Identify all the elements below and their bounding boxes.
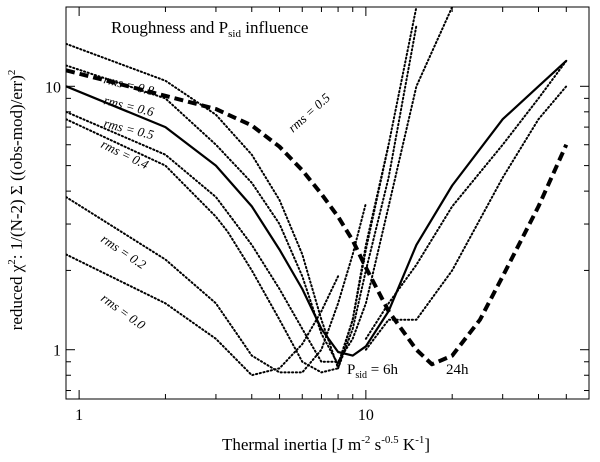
y-axis-label: reduced χ2: 1/(N-2) Σ ((obs-mod)/err)2 bbox=[6, 70, 26, 331]
series-line-hi2 bbox=[364, 59, 568, 340]
series-group bbox=[66, 7, 569, 377]
series-line-hi1 bbox=[364, 85, 568, 351]
series-line-rms00 bbox=[66, 253, 340, 377]
series-line-rms02 bbox=[66, 196, 367, 374]
y-tick-label: 10 bbox=[45, 79, 61, 96]
series-line-p24 bbox=[66, 68, 569, 367]
x-tick-label: 10 bbox=[358, 407, 374, 424]
chart-title: Roughness and Psid influence bbox=[111, 18, 308, 40]
annotation-24h: 24h bbox=[446, 362, 469, 378]
series-line-rms05 bbox=[66, 59, 568, 357]
series-line-rms05b bbox=[66, 7, 454, 363]
annotation-psid-6h: Psid = 6h bbox=[347, 362, 398, 381]
x-tick-label: 1 bbox=[75, 407, 83, 424]
y-tick-label: 1 bbox=[53, 343, 61, 360]
series-line-rms08 bbox=[66, 24, 418, 370]
series-line-rms04 bbox=[66, 118, 390, 374]
x-axis-label: Thermal inertia [J m-2 s-0.5 K-1] bbox=[222, 434, 430, 454]
ticks: 1 10 1 10 bbox=[45, 6, 590, 424]
